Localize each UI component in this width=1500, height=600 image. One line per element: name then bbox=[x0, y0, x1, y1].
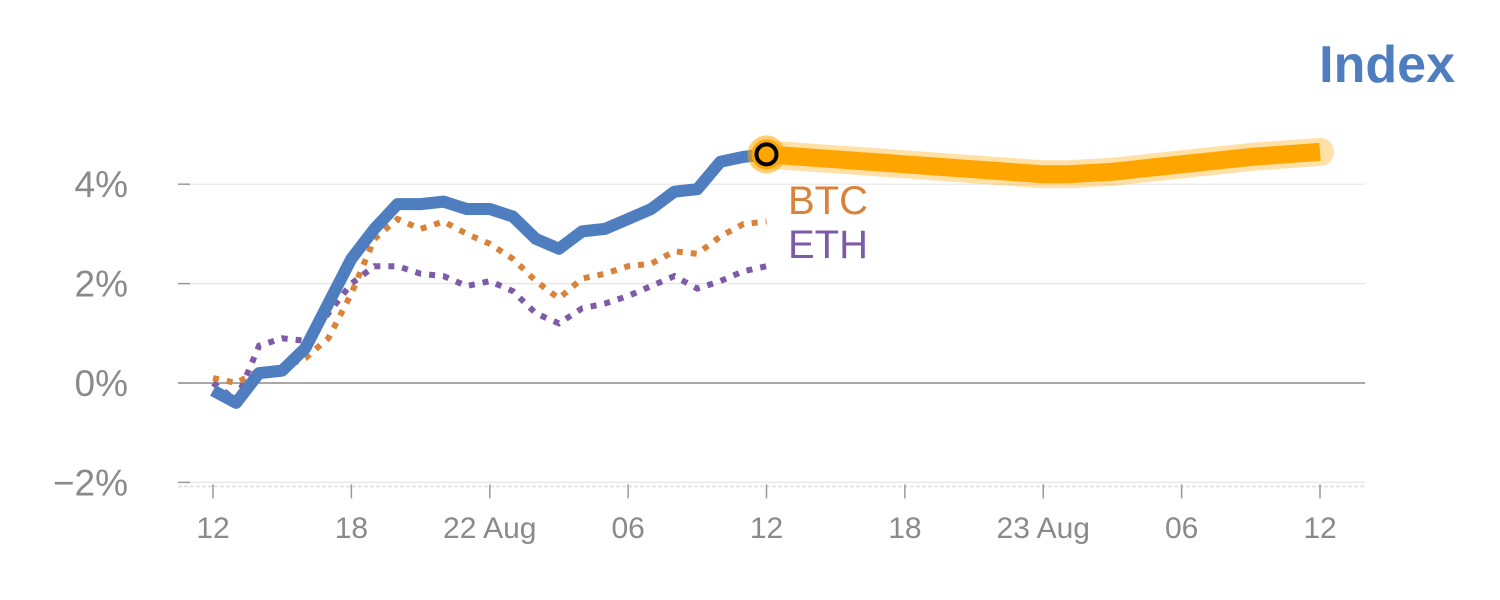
series-label-btc: BTC bbox=[788, 179, 868, 223]
labels: Index BTC ETH bbox=[788, 36, 1455, 267]
y-tick-label: 4% bbox=[75, 164, 128, 205]
x-tick-label: 18 bbox=[888, 512, 921, 545]
series-label-eth: ETH bbox=[788, 223, 868, 267]
series-lines bbox=[210, 135, 1334, 409]
x-tick-label: 18 bbox=[335, 512, 368, 545]
y-tick-label: 2% bbox=[75, 264, 128, 305]
x-tick-label: 12 bbox=[196, 512, 229, 545]
x-tick-label: 12 bbox=[750, 512, 783, 545]
x-tick-label: 22 Aug bbox=[443, 512, 536, 545]
gridlines bbox=[178, 183, 1365, 483]
y-tick-label: −2% bbox=[53, 462, 128, 503]
btc-line bbox=[212, 215, 767, 387]
forecast-line bbox=[765, 142, 1321, 184]
current-value-marker bbox=[754, 142, 779, 167]
axes: 4% 2% 0% −2% 12 18 22 Aug 06 12 18 23 Aug 06 12 bbox=[53, 164, 1365, 545]
x-tick-label: 23 Aug bbox=[997, 512, 1090, 545]
x-tick-label: 06 bbox=[611, 512, 644, 545]
index-line bbox=[210, 148, 768, 409]
chart-title: Index bbox=[1319, 36, 1455, 94]
y-tick-label: 0% bbox=[75, 363, 128, 404]
x-tick-label: 12 bbox=[1303, 512, 1336, 545]
eth-line bbox=[211, 263, 768, 406]
x-tick-label: 06 bbox=[1165, 512, 1198, 545]
